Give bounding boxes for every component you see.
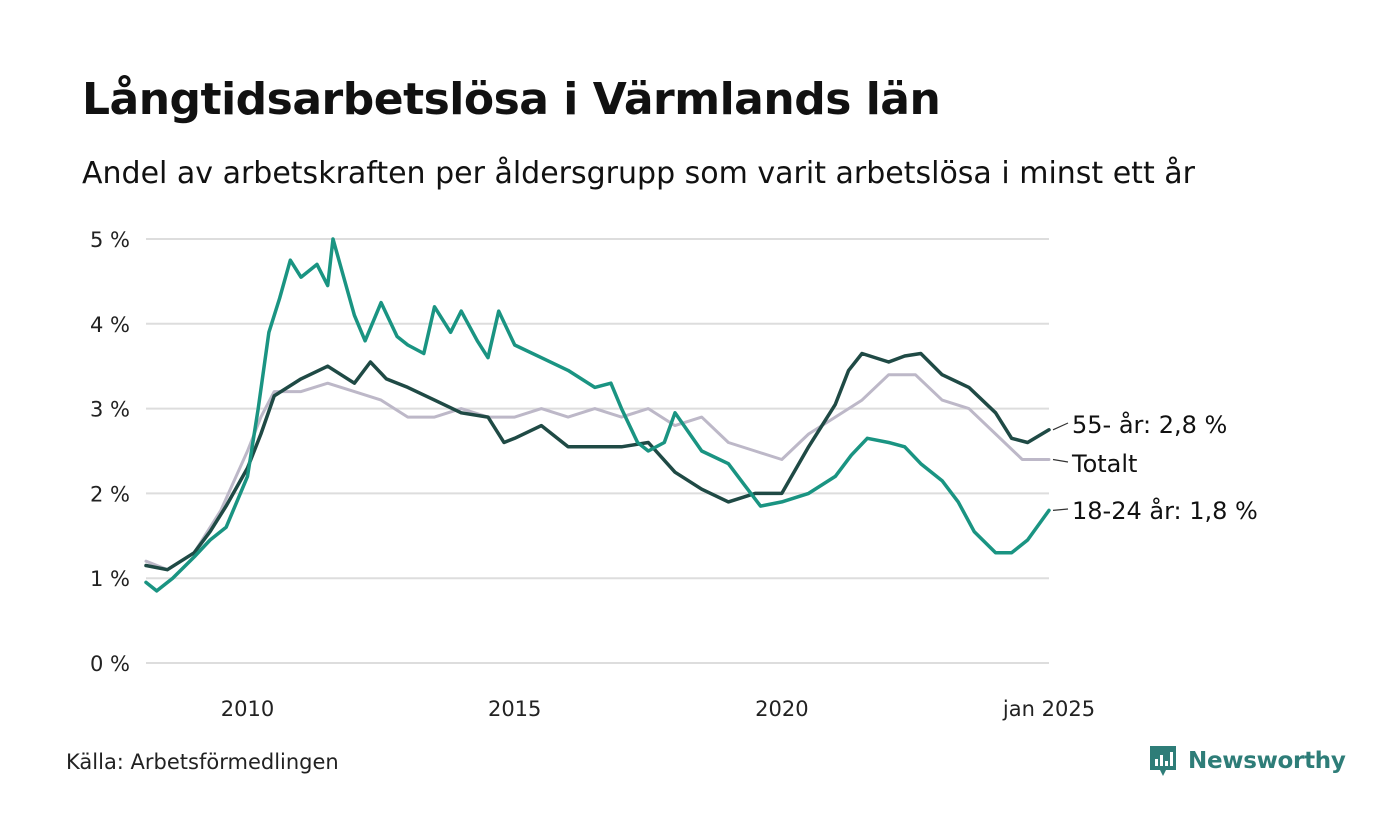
source-note: Källa: Arbetsförmedlingen <box>66 750 339 774</box>
label-leader-line <box>1052 458 1069 463</box>
series-end-labels: 55- år: 2,8 % Totalt 18-24 år: 1,8 % <box>1052 410 1258 525</box>
y-axis-tick-labels: 0 % 1 % 2 % 3 % 4 % 5 % <box>90 228 130 676</box>
newsworthy-logo-text: Newsworthy <box>1188 748 1346 774</box>
label-leader-line <box>1052 422 1069 431</box>
newsworthy-logo: Newsworthy <box>1148 744 1346 778</box>
series-line-55-r <box>144 351 1051 572</box>
y-tick-label: 3 % <box>90 398 130 422</box>
y-tick-label: 4 % <box>90 313 130 337</box>
y-tick-label: 5 % <box>90 228 130 252</box>
chart-subtitle: Andel av arbetskraften per åldersgrupp s… <box>82 156 1195 191</box>
x-tick-label: jan 2025 <box>1002 697 1095 721</box>
newsworthy-logo-icon <box>1150 746 1176 776</box>
y-tick-label: 1 % <box>90 567 130 591</box>
series-end-label: 18-24 år: 1,8 % <box>1072 496 1258 525</box>
x-tick-label: 2015 <box>488 697 541 721</box>
x-tick-label: 2010 <box>221 697 274 721</box>
series-lines <box>144 237 1051 593</box>
y-tick-label: 0 % <box>90 652 130 676</box>
series-line-18-24-r <box>144 237 1051 593</box>
label-leader-line <box>1052 508 1069 511</box>
y-tick-label: 2 % <box>90 482 130 506</box>
series-end-label: Totalt <box>1071 450 1137 478</box>
series-end-label: 55- år: 2,8 % <box>1072 410 1227 439</box>
gridlines <box>146 238 1049 664</box>
x-axis-tick-labels: 2010 2015 2020 jan 2025 <box>221 697 1095 721</box>
series-line-totalt <box>144 373 1051 572</box>
chart-title: Långtidsarbetslösa i Värmlands län <box>82 74 941 125</box>
x-tick-label: 2020 <box>755 697 808 721</box>
